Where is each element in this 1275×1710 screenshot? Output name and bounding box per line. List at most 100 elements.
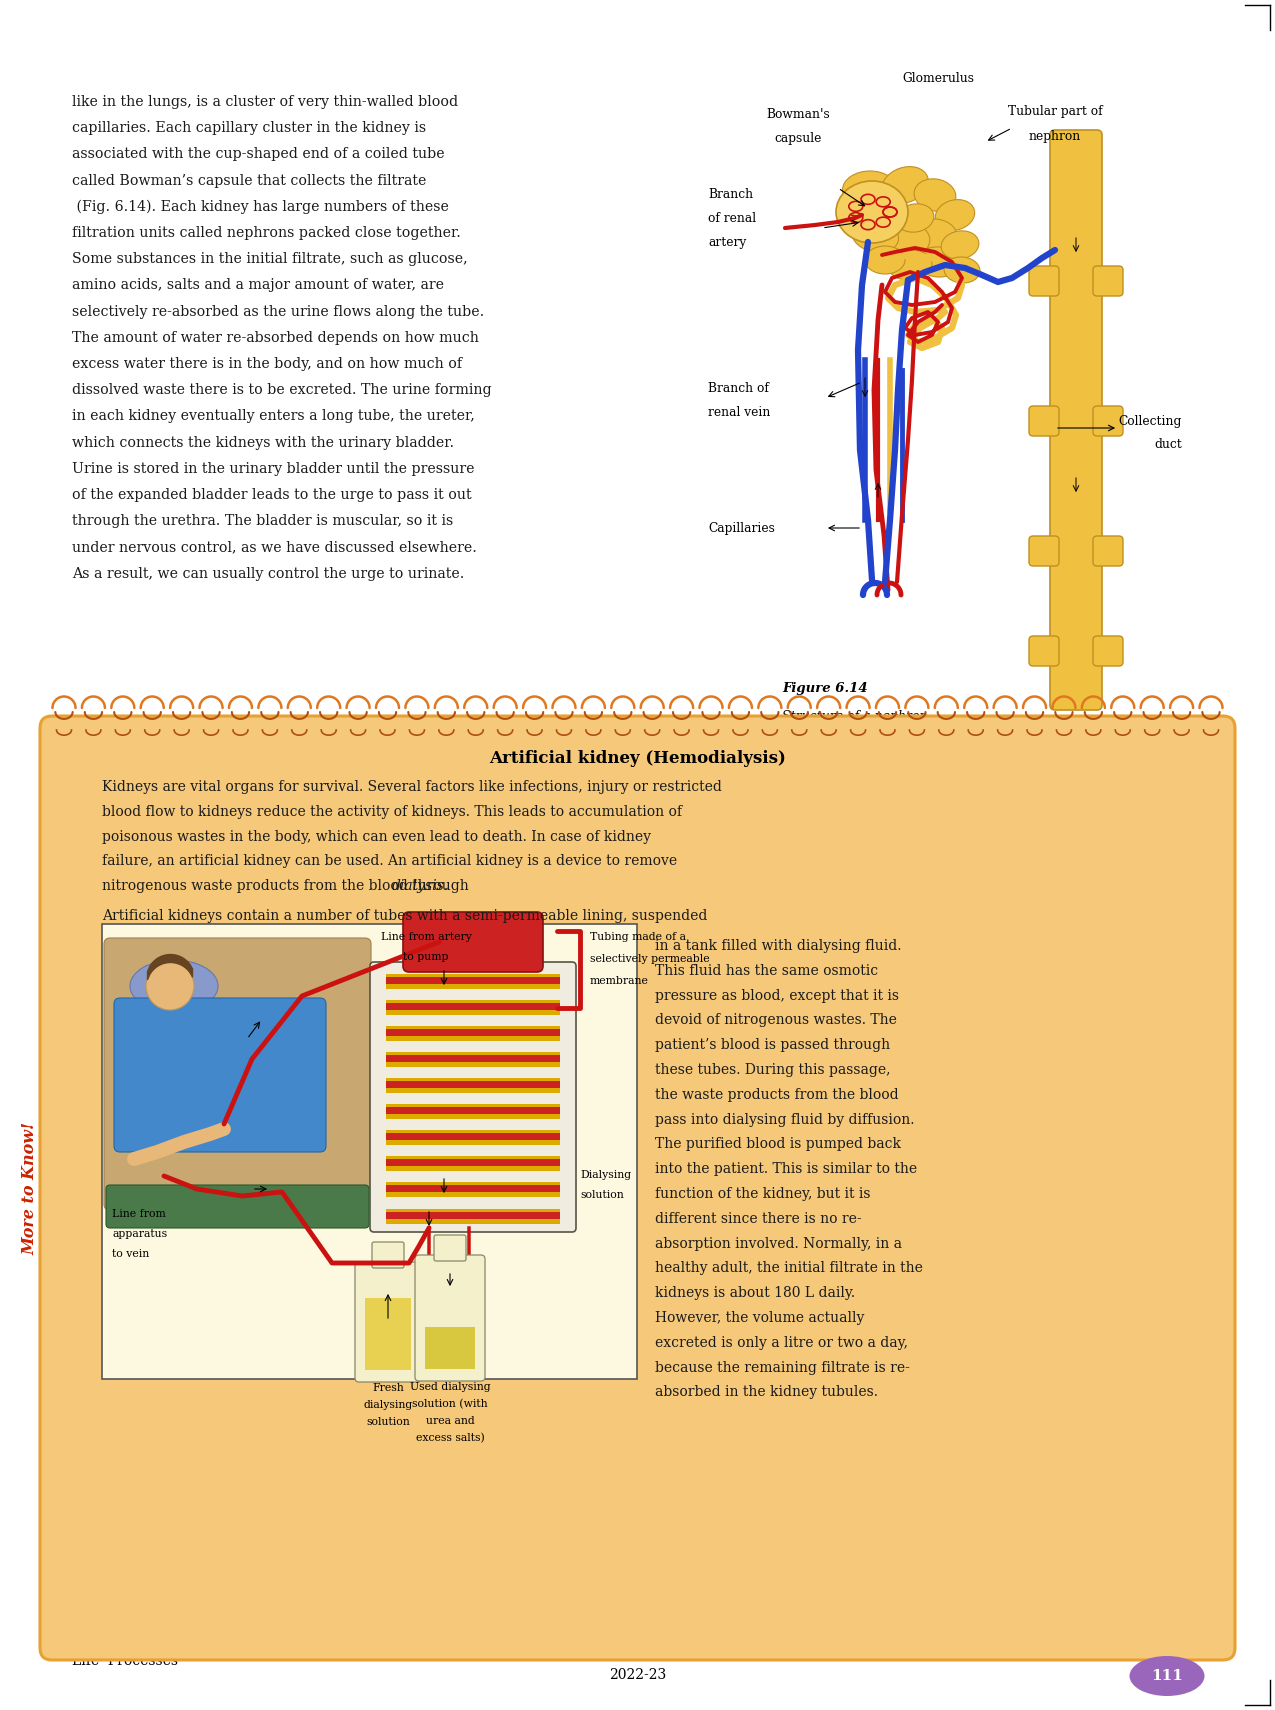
Bar [386,1209,560,1223]
Text: through the urethra. The bladder is muscular, so it is: through the urethra. The bladder is musc… [71,515,453,528]
Text: capillaries. Each capillary cluster in the kidney is: capillaries. Each capillary cluster in t… [71,121,426,135]
Ellipse shape [936,200,974,231]
Text: dialysis.: dialysis. [391,879,449,893]
Text: nephron: nephron [1029,130,1081,144]
Ellipse shape [941,231,979,260]
Text: As a result, we can usually control the urge to urinate.: As a result, we can usually control the … [71,566,464,581]
Text: excess water there is in the body, and on how much of: excess water there is in the body, and o… [71,357,462,371]
Text: Life  Processes: Life Processes [71,1654,179,1667]
Text: poisonous wastes in the body, which can even lead to death. In case of kidney: poisonous wastes in the body, which can … [102,829,652,843]
Text: Used dialysing: Used dialysing [409,1382,491,1392]
Ellipse shape [882,166,928,203]
Text: capsule: capsule [774,132,821,145]
Bar [386,1077,560,1093]
Ellipse shape [870,203,910,233]
Text: Branch of: Branch of [708,381,769,395]
Text: selectively permeable: selectively permeable [590,954,710,964]
FancyBboxPatch shape [1093,405,1123,436]
Ellipse shape [836,181,908,243]
Text: of renal: of renal [708,212,756,226]
Text: filtration units called nephrons packed close together.: filtration units called nephrons packed … [71,226,460,239]
Text: into the patient. This is similar to the: into the patient. This is similar to the [655,1163,917,1176]
Text: like in the lungs, is a cluster of very thin-walled blood: like in the lungs, is a cluster of very … [71,96,458,109]
Bar [386,1182,560,1197]
Ellipse shape [889,250,932,280]
Text: Urine is stored in the urinary bladder until the pressure: Urine is stored in the urinary bladder u… [71,462,474,475]
FancyBboxPatch shape [1029,267,1060,296]
FancyBboxPatch shape [1051,130,1102,710]
Text: selectively re-absorbed as the urine flows along the tube.: selectively re-absorbed as the urine flo… [71,304,484,318]
Text: The amount of water re-absorbed depends on how much: The amount of water re-absorbed depends … [71,330,479,345]
Bar [386,1052,560,1067]
Text: absorption involved. Normally, in a: absorption involved. Normally, in a [655,1236,901,1250]
Text: function of the kidney, but it is: function of the kidney, but it is [655,1187,871,1200]
Bar [386,1055,560,1062]
Bar [386,1081,560,1088]
Bar [386,1156,560,1171]
Text: pressure as blood, except that it is: pressure as blood, except that it is [655,988,899,1002]
Ellipse shape [896,203,933,233]
Text: kidneys is about 180 L daily.: kidneys is about 180 L daily. [655,1286,856,1300]
Text: The purified blood is pumped back: The purified blood is pumped back [655,1137,901,1151]
Text: Some substances in the initial filtrate, such as glucose,: Some substances in the initial filtrate,… [71,251,468,267]
Text: Tubing made of a: Tubing made of a [590,932,686,942]
Text: Artificial kidney (Hemodialysis): Artificial kidney (Hemodialysis) [490,751,785,768]
Bar [386,1000,560,1014]
Text: Collecting: Collecting [1118,416,1182,428]
FancyBboxPatch shape [1093,535,1123,566]
Circle shape [147,963,194,1011]
FancyBboxPatch shape [1093,636,1123,665]
Ellipse shape [130,959,218,1012]
Text: Artificial kidneys contain a number of tubes with a semi-permeable lining, suspe: Artificial kidneys contain a number of t… [102,910,708,923]
Text: Bowman's: Bowman's [766,108,830,121]
Ellipse shape [864,246,905,274]
Text: However, the volume actually: However, the volume actually [655,1312,864,1325]
Text: excess salts): excess salts) [416,1433,484,1443]
Text: the waste products from the blood: the waste products from the blood [655,1088,899,1101]
Text: More to Know!: More to Know! [22,1122,38,1255]
Text: because the remaining filtrate is re-: because the remaining filtrate is re- [655,1361,910,1375]
Bar [386,1029,560,1036]
Text: these tubes. During this passage,: these tubes. During this passage, [655,1064,890,1077]
Text: associated with the cup-shaped end of a coiled tube: associated with the cup-shaped end of a … [71,147,445,161]
Bar [386,1159,560,1166]
Text: solution (with: solution (with [412,1399,488,1409]
FancyBboxPatch shape [370,963,576,1231]
Text: Fresh: Fresh [372,1383,404,1394]
FancyBboxPatch shape [1029,405,1060,436]
Bar [386,976,560,983]
Bar [386,1130,560,1146]
Text: absorbed in the kidney tubules.: absorbed in the kidney tubules. [655,1385,878,1399]
Text: Line from artery: Line from artery [380,932,472,942]
Bar [386,1185,560,1192]
Text: apparatus: apparatus [112,1229,167,1240]
Text: Structure of a nephron: Structure of a nephron [782,710,927,723]
Text: healthy adult, the initial filtrate in the: healthy adult, the initial filtrate in t… [655,1262,923,1276]
Text: Dialysing: Dialysing [580,1170,631,1180]
Text: excreted is only a litre or two a day,: excreted is only a litre or two a day, [655,1336,908,1349]
FancyBboxPatch shape [40,716,1235,1660]
FancyBboxPatch shape [1029,535,1060,566]
Ellipse shape [914,180,956,210]
Text: duct: duct [1154,438,1182,451]
Bar [102,923,638,1378]
Ellipse shape [880,224,929,260]
Text: pass into dialysing fluid by diffusion.: pass into dialysing fluid by diffusion. [655,1113,914,1127]
Ellipse shape [842,197,884,227]
Bar [386,1211,560,1219]
Ellipse shape [944,256,980,284]
Text: different since there is no re-: different since there is no re- [655,1212,862,1226]
Text: Glomerulus: Glomerulus [901,72,974,86]
Ellipse shape [852,217,899,253]
Text: dialysing: dialysing [363,1400,413,1411]
Text: to vein: to vein [112,1248,149,1259]
Text: of the expanded bladder leads to the urge to pass it out: of the expanded bladder leads to the urg… [71,487,472,503]
Text: renal vein: renal vein [708,405,770,419]
Text: under nervous control, as we have discussed elsewhere.: under nervous control, as we have discus… [71,540,477,554]
Text: This fluid has the same osmotic: This fluid has the same osmotic [655,964,878,978]
Text: artery: artery [708,236,746,250]
Text: 111: 111 [1151,1669,1183,1683]
FancyBboxPatch shape [434,1235,465,1260]
Bar [386,1134,560,1141]
Text: dissolved waste there is to be excreted. The urine forming: dissolved waste there is to be excreted.… [71,383,492,397]
